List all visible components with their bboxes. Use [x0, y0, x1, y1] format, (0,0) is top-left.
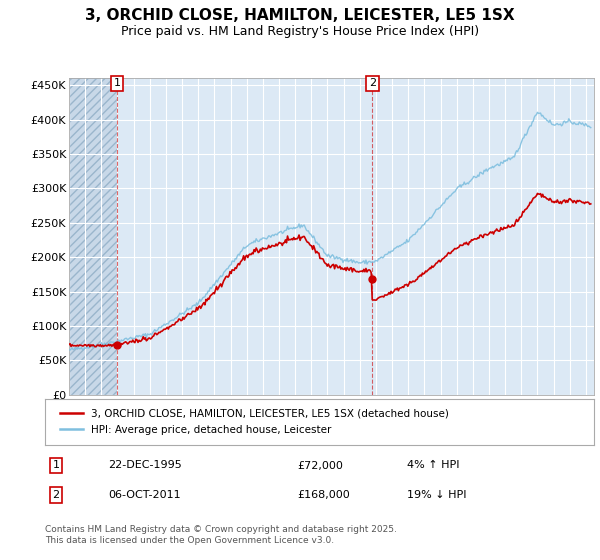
Text: Contains HM Land Registry data © Crown copyright and database right 2025.
This d: Contains HM Land Registry data © Crown c… [45, 525, 397, 545]
Text: Price paid vs. HM Land Registry's House Price Index (HPI): Price paid vs. HM Land Registry's House … [121, 25, 479, 38]
Text: 4% ↑ HPI: 4% ↑ HPI [407, 460, 460, 470]
Text: £168,000: £168,000 [298, 490, 350, 500]
Text: 19% ↓ HPI: 19% ↓ HPI [407, 490, 467, 500]
Text: £72,000: £72,000 [298, 460, 343, 470]
Text: 1: 1 [113, 78, 121, 88]
Legend: 3, ORCHID CLOSE, HAMILTON, LEICESTER, LE5 1SX (detached house), HPI: Average pri: 3, ORCHID CLOSE, HAMILTON, LEICESTER, LE… [56, 405, 453, 439]
Text: 06-OCT-2011: 06-OCT-2011 [108, 490, 181, 500]
Text: 3, ORCHID CLOSE, HAMILTON, LEICESTER, LE5 1SX: 3, ORCHID CLOSE, HAMILTON, LEICESTER, LE… [85, 8, 515, 24]
Text: 1: 1 [52, 460, 59, 470]
Bar [69, 78, 117, 395]
Text: 22-DEC-1995: 22-DEC-1995 [108, 460, 182, 470]
Text: 2: 2 [52, 490, 59, 500]
Text: 2: 2 [368, 78, 376, 88]
